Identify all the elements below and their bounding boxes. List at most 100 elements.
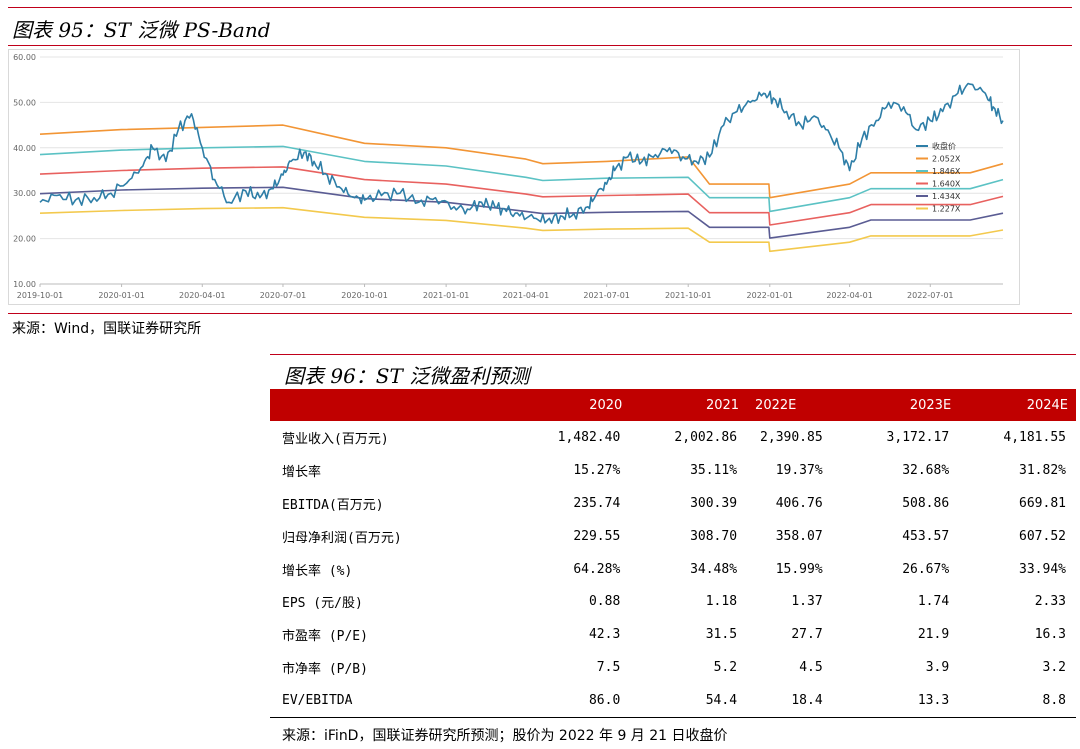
row-value: 21.9: [917, 627, 950, 643]
row-value: 16.3: [1034, 627, 1066, 643]
table-header-cell: 2022E: [747, 389, 833, 421]
row-value: 0.88: [588, 594, 621, 610]
row-value: 3.2: [1042, 660, 1066, 676]
legend-label: 1.640X: [932, 180, 961, 189]
x-tick-label: 2021-01-01: [423, 291, 470, 300]
row-label: 归母净利润(百万元): [282, 530, 402, 546]
row-value: 33.94%: [1019, 561, 1066, 577]
figure96-top-rule: [270, 354, 1076, 355]
forecast-table: 2020 2021 2022E 2023E 2024E 营业收入(百万元) 1,4…: [270, 389, 1076, 719]
y-tick-label: 60.00: [13, 53, 36, 62]
row-value: 2,390.85: [760, 429, 823, 445]
table-row: EV/EBITDA 86.0 54.4 18.4 13.3 8.8: [270, 684, 1076, 719]
row-value: 358.07: [775, 528, 823, 544]
series-line: [39, 124, 1004, 199]
row-label: 增长率 (%): [282, 563, 353, 579]
row-value: 27.7: [791, 627, 823, 643]
row-value: 35.11%: [690, 462, 738, 478]
x-tick-label: 2022-01-01: [747, 291, 794, 300]
table-row: 归母净利润(百万元) 229.55 308.70 358.07 453.57 607.52: [270, 520, 1076, 553]
row-value: 406.76: [775, 495, 823, 511]
table-header-row: 2020 2021 2022E 2023E 2024E: [270, 389, 1076, 421]
legend-label: 1.434X: [932, 192, 961, 201]
x-tick-label: 2020-07-01: [260, 291, 307, 300]
x-tick-label: 2022-04-01: [826, 291, 873, 300]
x-tick-label: 2021-04-01: [503, 291, 550, 300]
series-line: [39, 186, 1004, 239]
row-value: 7.5: [596, 660, 621, 676]
ps-band-chart: 10.00 20.00 30.00 40.00 50.00 60.00 2019-10-01…: [8, 49, 1020, 305]
y-tick-label: 20.00: [13, 235, 36, 244]
legend-label: 1.227X: [932, 205, 961, 214]
x-tick-label: 2020-04-01: [179, 291, 226, 300]
x-tick-label: 2021-10-01: [665, 291, 712, 300]
row-value: 607.52: [1019, 528, 1066, 544]
row-value: 229.55: [573, 528, 621, 544]
row-value: 19.37%: [775, 462, 823, 478]
row-label: 市净率 (P/B): [282, 662, 368, 678]
row-value: 308.70: [690, 528, 738, 544]
row-value: 31.82%: [1019, 462, 1066, 478]
row-value: 8.8: [959, 684, 1076, 719]
row-value: 1,482.40: [557, 429, 621, 445]
row-value: 3,172.17: [886, 429, 950, 445]
row-value: 669.81: [1019, 495, 1066, 511]
row-value: 86.0: [513, 684, 631, 719]
row-value: 31.5: [705, 627, 738, 643]
y-tick-label: 50.00: [13, 98, 36, 107]
table-header-cell: [270, 389, 514, 421]
x-tick-label: 2019-10-01: [17, 291, 64, 300]
series-line: [39, 145, 1004, 213]
y-tick-label: 30.00: [13, 189, 36, 198]
chart-frame: [8, 49, 1020, 305]
row-value: 15.27%: [573, 462, 621, 478]
table-row: EPS (元/股) 0.88 1.18 1.37 1.74 2.33: [270, 585, 1076, 618]
table-row: 增长率 (%) 64.28% 34.48% 15.99% 26.67% 33.94%: [270, 553, 1076, 586]
x-tick-label: 2021-07-01: [583, 291, 630, 300]
row-label: EV/EBITDA: [270, 684, 514, 719]
row-value: 4.5: [799, 660, 823, 676]
series-line: [39, 206, 1004, 253]
row-value: 1.74: [917, 594, 950, 610]
legend-label: 1.846X: [932, 167, 961, 176]
table-header-cell: 2021: [630, 389, 748, 421]
row-value: 3.9: [925, 660, 950, 676]
row-label: EBITDA(百万元): [282, 497, 384, 513]
table-row: 市净率 (P/B) 7.5 5.2 4.5 3.9 3.2: [270, 651, 1076, 684]
row-value: 2.33: [1034, 594, 1066, 610]
row-value: 508.86: [902, 495, 950, 511]
row-value: 453.57: [902, 528, 950, 544]
table-row: 营业收入(百万元) 1,482.40 2,002.86 2,390.85 3,172.1…: [270, 421, 1076, 454]
figure96-title: 图表 96：ST 泛微盈利预测: [284, 364, 530, 388]
row-label: 营业收入(百万元): [282, 431, 389, 447]
row-label: EPS (元/股): [282, 596, 363, 612]
row-label: 市盈率 (P/E): [282, 629, 368, 645]
top-rule: [8, 7, 1072, 8]
row-value: 13.3: [832, 684, 960, 719]
row-value: 15.99%: [775, 561, 823, 577]
series-line: [39, 166, 1004, 226]
y-tick-label: 10.00: [13, 280, 36, 289]
figure95-title: 图表 95：ST 泛微 PS-Band: [12, 18, 271, 42]
legend-label: 2.052X: [932, 155, 961, 164]
row-value: 34.48%: [690, 561, 738, 577]
row-value: 5.2: [713, 660, 738, 676]
row-label: 增长率: [282, 464, 322, 480]
table-header-cell: 2020: [513, 389, 631, 421]
row-value: 235.74: [573, 495, 621, 511]
row-value: 64.28%: [573, 561, 621, 577]
row-value: 26.67%: [902, 561, 950, 577]
row-value: 42.3: [588, 627, 621, 643]
x-tick-label: 2020-10-01: [341, 291, 388, 300]
figure95-title-rule: [8, 45, 1072, 46]
figure95-source: 来源：Wind，国联证券研究所: [12, 321, 202, 337]
x-tick-label: 2020-01-01: [98, 291, 145, 300]
legend-label: 收盘价: [932, 141, 956, 151]
row-value: 1.37: [791, 594, 823, 610]
figure95-bottom-rule: [8, 313, 1072, 314]
series-line: [39, 82, 1004, 224]
table-row: 市盈率 (P/E) 42.3 31.5 27.7 21.9 16.3: [270, 618, 1076, 651]
table-row: 增长率 15.27% 35.11% 19.37% 32.68% 31.82%: [270, 454, 1076, 487]
row-value: 4,181.55: [1003, 429, 1066, 445]
figure96-source: 来源：iFinD，国联证券研究所预测；股价为 2022 年 9 月 21 日收盘…: [282, 728, 728, 744]
